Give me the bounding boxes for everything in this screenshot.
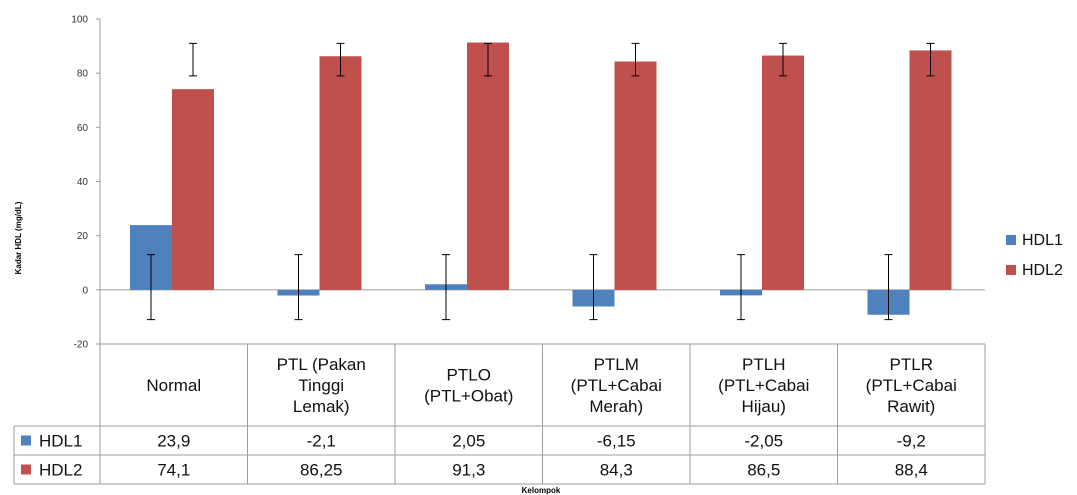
legend-label-hdl2: HDL2 [1022, 262, 1063, 279]
table-cell: 91,3 [452, 461, 485, 480]
table-cell: -9,2 [897, 432, 926, 451]
table-series-name: HDL2 [39, 461, 82, 480]
category-label: PTL (Pakan Tinggi Lemak) [277, 355, 366, 416]
table-cell: 86,5 [747, 461, 780, 480]
category-label-line: Normal [146, 376, 201, 395]
category-label: Normal [146, 376, 201, 395]
category-label: PTLH (PTL+Cabai Hijau) [718, 355, 809, 416]
category-label: PTLM (PTL+Cabai Merah) [571, 355, 662, 416]
category-label-line: PTL (Pakan [277, 355, 366, 374]
table-cell: -2,1 [307, 432, 336, 451]
category-label: PTLR (PTL+Cabai Rawit) [866, 355, 957, 416]
category-label-line: PTLH [742, 355, 785, 374]
category-label-line: Rawit) [887, 397, 935, 416]
y-tick-label: 80 [77, 69, 89, 80]
y-tick-label: 100 [71, 15, 88, 26]
table-cell: -6,15 [597, 432, 636, 451]
bar-hdl2 [319, 56, 362, 290]
legend-swatch-hdl1 [1006, 235, 1016, 245]
y-tick-label: 40 [77, 177, 89, 188]
category-label: PTLO (PTL+Obat) [424, 366, 513, 406]
table-cell: 74,1 [157, 461, 190, 480]
category-label-line: Tinggi [298, 376, 344, 395]
bar-hdl2 [467, 42, 509, 290]
table-cell: -2,05 [744, 432, 783, 451]
y-axis-label: Kadar HDL (mg/dL) [14, 201, 23, 274]
category-label-line: (PTL+Cabai [866, 376, 957, 395]
table-cell: 84,3 [600, 461, 633, 480]
y-tick-label: 0 [82, 285, 88, 296]
category-label-line: (PTL+Cabai [571, 376, 662, 395]
bar-hdl2 [762, 55, 804, 290]
legend-swatch-hdl2 [1006, 265, 1016, 275]
category-label-line: (PTL+Obat) [424, 387, 513, 406]
category-label-line: Hijau) [742, 397, 786, 416]
table-key-hdl2 [21, 464, 31, 475]
table-cell: 88,4 [895, 461, 928, 480]
table-cell: 2,05 [452, 432, 485, 451]
table-cell: 23,9 [157, 432, 190, 451]
bar-hdl2 [172, 89, 214, 290]
table-key-hdl1 [21, 435, 31, 446]
y-tick-label: 60 [77, 123, 89, 134]
bar-hdl2 [614, 61, 657, 290]
category-label-line: Merah) [589, 397, 643, 416]
table-series-name: HDL1 [39, 432, 82, 451]
category-label-line: Lemak) [293, 397, 350, 416]
y-tick-label: -20 [74, 340, 89, 351]
category-label-line: (PTL+Cabai [718, 376, 809, 395]
category-label-line: PTLO [447, 366, 491, 385]
x-axis-label: Kelompok [522, 486, 561, 495]
table-cell: 86,25 [300, 461, 343, 480]
bar-hdl2 [909, 50, 952, 290]
legend-label-hdl1: HDL1 [1022, 232, 1063, 249]
y-tick-label: 20 [77, 231, 89, 242]
category-label-line: PTLM [594, 355, 639, 374]
category-label-line: PTLR [890, 355, 933, 374]
